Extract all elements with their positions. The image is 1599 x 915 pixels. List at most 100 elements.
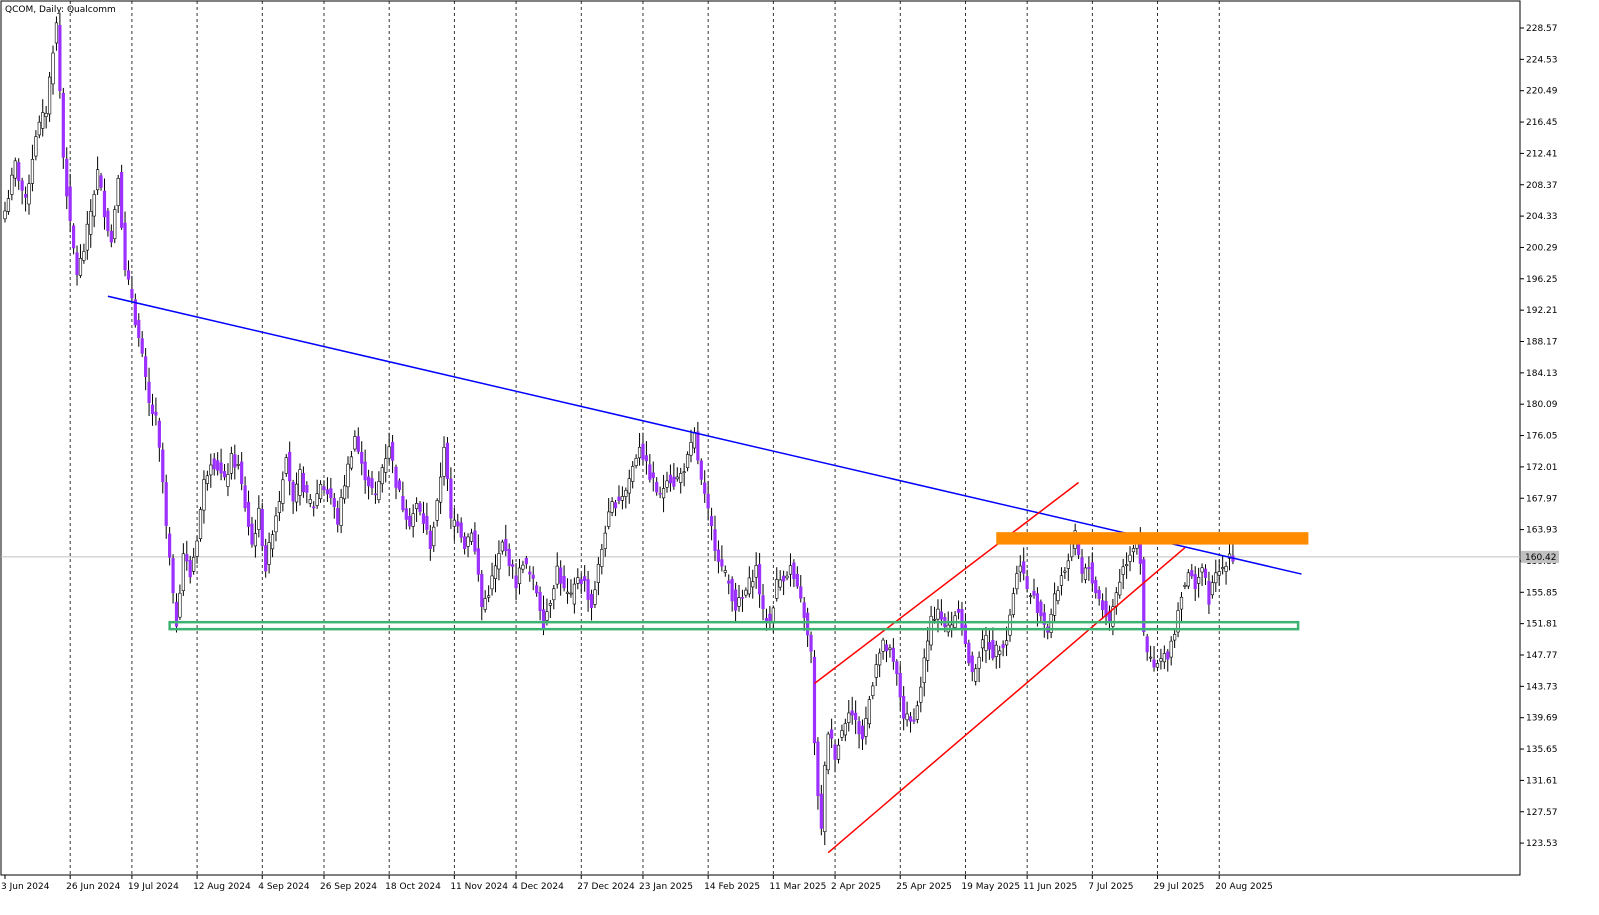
candle-bull <box>298 469 302 496</box>
candle-bear <box>390 441 395 461</box>
candle-bull <box>1059 575 1064 586</box>
candle-bull <box>281 479 285 504</box>
candle-bull <box>1197 577 1201 584</box>
candle-bull <box>342 485 347 500</box>
x-tick-label: 4 Dec 2024 <box>512 882 564 892</box>
x-tick-label: 19 May 2025 <box>961 882 1020 892</box>
y-tick-label: 147.77 <box>1526 651 1558 661</box>
candle-bear <box>1001 644 1005 649</box>
candle-bear <box>463 536 467 550</box>
candle-bull <box>34 136 38 157</box>
candle-bear <box>144 356 148 377</box>
candle-bear <box>703 482 707 494</box>
y-tick-label: 151.81 <box>1526 620 1558 630</box>
candle-bull <box>685 454 690 469</box>
candle-bear <box>421 513 426 524</box>
candle-bull <box>435 500 439 521</box>
candle-bull <box>1066 560 1070 569</box>
candle-bull <box>737 597 741 607</box>
candle-bull <box>490 575 494 590</box>
candle-bull <box>593 589 597 605</box>
candle-bull <box>30 159 35 184</box>
candle-bull <box>634 458 638 466</box>
candle-bull <box>226 474 230 487</box>
y-tick-label: 123.53 <box>1526 839 1558 849</box>
candle-bear <box>133 299 137 326</box>
candle-bull <box>1149 656 1153 659</box>
candle-bull <box>1224 565 1228 572</box>
y-tick-label: 196.25 <box>1526 275 1558 285</box>
candle-bear <box>806 612 810 636</box>
candle-bull <box>384 458 388 473</box>
candle-bull <box>1214 572 1218 584</box>
candle-bear <box>617 496 621 501</box>
candle-bull <box>92 194 96 217</box>
candle-bear <box>535 585 539 594</box>
candle-bear <box>456 521 460 527</box>
candle-bear <box>668 474 673 484</box>
candle-bear <box>322 486 326 491</box>
candle-bear <box>1032 590 1036 596</box>
candle-bull <box>843 723 847 736</box>
candle-bear <box>356 436 360 452</box>
candle-bear <box>445 442 450 479</box>
candle-bull <box>1015 573 1019 590</box>
y-tick-label: 143.73 <box>1526 682 1558 692</box>
candle-bull <box>181 553 185 591</box>
candle-bull <box>548 602 552 606</box>
y-tick-label: 184.13 <box>1526 369 1558 379</box>
candle-bear <box>730 578 734 602</box>
candle-bull <box>603 532 607 549</box>
candle-bear <box>987 642 992 650</box>
candle-bear <box>260 509 264 547</box>
candle-bear <box>991 640 995 659</box>
candle-bear <box>106 210 110 232</box>
candle-bull <box>840 730 844 738</box>
candle-bull <box>236 464 240 466</box>
candle-bear <box>428 530 432 549</box>
candle-bear <box>264 545 268 572</box>
candle-bull <box>881 639 885 652</box>
candle-bear <box>188 560 192 578</box>
candle-bear <box>1101 600 1105 610</box>
candle-bear <box>171 558 175 594</box>
candle-bull <box>192 556 196 572</box>
candle-bear <box>373 493 378 496</box>
candle-bull <box>596 564 600 583</box>
candle-bull <box>555 565 559 585</box>
candle-bull <box>926 640 930 661</box>
y-tick-label: 216.45 <box>1526 118 1558 128</box>
candle-bull <box>1179 596 1184 610</box>
x-tick-label: 2 Apr 2025 <box>831 882 881 892</box>
candle-bull <box>565 591 570 594</box>
candle-bull <box>202 479 206 511</box>
candle-bear <box>716 549 721 562</box>
candle-bear <box>757 564 762 595</box>
candle-bear <box>713 529 717 551</box>
candle-bear <box>860 725 865 740</box>
y-tick-label: 224.53 <box>1526 55 1558 65</box>
candle-bull <box>500 541 504 552</box>
candle-bull <box>744 589 748 596</box>
candle-bull <box>96 169 100 191</box>
current-price-label: 160.42 <box>1525 553 1557 563</box>
candle-bear <box>939 611 943 620</box>
candle-bear <box>541 609 546 629</box>
candle-bear <box>1035 593 1040 613</box>
candle-bull <box>545 611 549 621</box>
candle-bull <box>54 22 59 44</box>
candle-bear <box>240 461 244 485</box>
candle-bear <box>408 515 412 527</box>
candle-bull <box>1118 581 1122 596</box>
plot-border <box>0 0 1521 876</box>
candle-bull <box>682 471 686 474</box>
candle-bear <box>833 744 837 760</box>
candle-bear <box>884 644 889 652</box>
candle-bull <box>257 507 261 530</box>
candle-bear <box>216 460 220 471</box>
candle-bull <box>1063 570 1067 573</box>
candle-bear <box>795 573 799 587</box>
candle-bear <box>1090 562 1094 584</box>
candle-bear <box>967 642 971 664</box>
